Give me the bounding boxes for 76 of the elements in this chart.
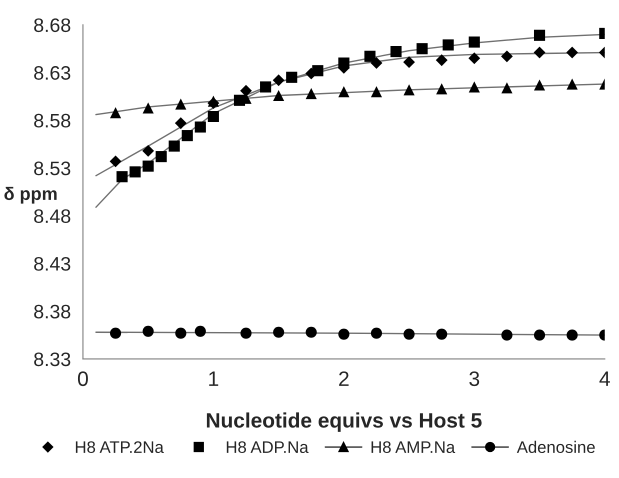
point	[273, 326, 284, 338]
point	[306, 326, 317, 338]
point	[286, 72, 298, 83]
point	[404, 84, 415, 96]
point	[566, 330, 578, 341]
point	[312, 65, 324, 76]
point	[142, 144, 154, 157]
point	[110, 107, 122, 118]
point	[306, 88, 317, 100]
point	[208, 96, 219, 107]
y-tick-label: 8.48	[34, 209, 70, 224]
point	[175, 98, 186, 110]
point	[534, 79, 546, 91]
point	[338, 57, 350, 69]
point	[468, 36, 480, 48]
point	[403, 56, 415, 68]
x-tick-label: 2	[339, 371, 349, 386]
point	[130, 166, 141, 178]
point	[240, 84, 252, 97]
legend-label: H8 ATP.2Na	[76, 441, 164, 454]
point	[142, 160, 154, 172]
point	[370, 328, 382, 339]
point	[174, 117, 187, 130]
point	[534, 330, 546, 341]
point	[142, 326, 154, 337]
point	[501, 50, 513, 62]
legend-label: H8 ADP.Na	[226, 441, 309, 454]
legend-label: Adenosine	[516, 440, 595, 454]
y-axis-title: δ ppm	[4, 186, 57, 204]
point	[390, 46, 402, 58]
point	[175, 328, 186, 339]
y-tick-label: 8.58	[34, 114, 70, 128]
point	[436, 83, 448, 94]
point	[182, 130, 193, 142]
x-axis-title: Nucleotide equivs vs Host 5	[206, 412, 482, 432]
point	[260, 81, 272, 92]
point	[208, 110, 219, 122]
y-tick-label: 8.68	[34, 18, 70, 32]
point	[110, 328, 122, 339]
x-tick-label: 4	[599, 372, 610, 386]
point	[468, 81, 480, 92]
point	[416, 43, 428, 54]
y-tick-label: 8.33	[34, 352, 70, 366]
x-tick-label: 1	[209, 372, 218, 386]
y-tick-label: 8.53	[34, 162, 70, 176]
point	[468, 52, 480, 64]
point	[110, 155, 122, 168]
point	[240, 328, 252, 339]
point	[338, 328, 350, 340]
point	[442, 39, 454, 50]
point	[404, 328, 415, 340]
point	[194, 326, 206, 337]
point	[168, 140, 180, 152]
x-tick-label: 0	[78, 371, 88, 386]
y-tick-label: 8.43	[34, 256, 70, 271]
point	[436, 54, 448, 66]
point	[534, 30, 546, 41]
point	[370, 86, 382, 98]
x-tick-label: 3	[469, 371, 480, 386]
point	[273, 90, 284, 102]
point	[156, 151, 167, 162]
point	[272, 74, 285, 86]
y-tick-label: 8.38	[34, 304, 70, 318]
point	[501, 82, 512, 94]
point	[194, 121, 206, 133]
point	[534, 46, 546, 58]
point	[566, 78, 578, 90]
point	[566, 46, 578, 58]
point	[501, 330, 512, 341]
point	[338, 86, 350, 98]
point	[142, 102, 154, 114]
y-tick-label: 8.63	[34, 66, 70, 80]
point	[364, 50, 376, 62]
legend-label: H8 AMP.Na	[372, 441, 456, 454]
point	[116, 171, 128, 182]
point	[436, 328, 448, 340]
